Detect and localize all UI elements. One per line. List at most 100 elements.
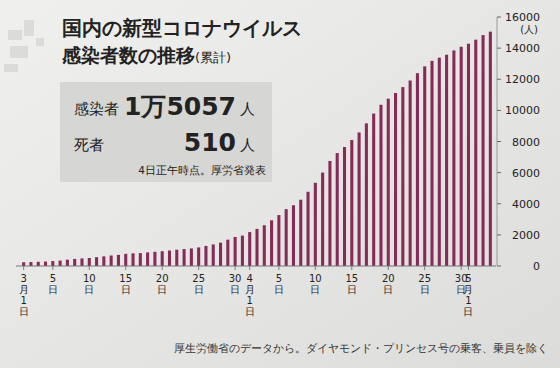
bar bbox=[124, 254, 127, 266]
x-tick-label-part: 月 bbox=[463, 284, 473, 295]
bar bbox=[226, 240, 229, 266]
x-tick bbox=[351, 266, 352, 270]
summary-box bbox=[60, 82, 272, 182]
deco-square bbox=[24, 20, 34, 36]
y-tick-label: 2000 bbox=[512, 229, 540, 242]
bar bbox=[445, 55, 448, 266]
bar bbox=[379, 105, 382, 266]
y-tick bbox=[497, 266, 501, 267]
y-tick-label: 14000 bbox=[505, 42, 540, 55]
x-tick-label-part: 4 bbox=[247, 273, 253, 284]
x-tick bbox=[461, 266, 462, 270]
title-note: (累計) bbox=[195, 50, 231, 65]
bar bbox=[270, 220, 273, 266]
bar bbox=[37, 262, 40, 266]
summary-value: 1万5057 bbox=[124, 92, 236, 121]
x-tick-label: 4月1日 bbox=[245, 273, 255, 317]
bar bbox=[183, 249, 186, 266]
deco-square bbox=[4, 64, 18, 72]
bar bbox=[438, 58, 441, 266]
bar bbox=[474, 40, 477, 266]
bar bbox=[299, 200, 302, 266]
x-tick-label-part: 日 bbox=[274, 284, 284, 295]
x-tick-label-part: 3 bbox=[20, 273, 26, 284]
bar bbox=[358, 132, 361, 266]
bar bbox=[285, 209, 288, 266]
x-tick-label-part: 日 bbox=[245, 306, 255, 317]
title: 国内の新型コロナウイルス bbox=[62, 16, 302, 40]
bar bbox=[110, 256, 113, 267]
bar bbox=[146, 252, 149, 266]
y-tick bbox=[497, 79, 501, 80]
x-tick-label-part: 5 bbox=[276, 273, 282, 284]
bar bbox=[314, 183, 317, 266]
y-tick-label: 16000 bbox=[505, 11, 540, 24]
bars bbox=[22, 32, 492, 266]
bar bbox=[102, 256, 105, 266]
y-tick bbox=[497, 141, 501, 142]
bar bbox=[190, 248, 193, 266]
x-tick-label-part: 日 bbox=[463, 306, 473, 317]
summary-unit: 人 bbox=[240, 100, 255, 118]
x-tick-label: 5月1日 bbox=[463, 273, 473, 317]
bar bbox=[51, 261, 54, 266]
y-tick bbox=[497, 234, 501, 235]
bar bbox=[248, 232, 251, 266]
x-tick bbox=[468, 266, 469, 270]
bar bbox=[22, 262, 25, 266]
bar bbox=[212, 244, 215, 266]
bar bbox=[409, 81, 412, 266]
source: 厚生労働省のデータから。ダイヤモンド・プリンセス号の乗客、乗員を除く bbox=[174, 342, 548, 355]
decoration bbox=[4, 20, 44, 72]
y-tick-label: 4000 bbox=[512, 198, 540, 211]
x-tick-label-part: 1 bbox=[247, 295, 253, 306]
background bbox=[0, 0, 560, 368]
x-tick bbox=[23, 266, 24, 270]
x-tick-label-part: 日 bbox=[347, 284, 357, 295]
y-tick bbox=[497, 172, 501, 173]
x-tick-label-part: 25 bbox=[192, 273, 205, 284]
bar bbox=[204, 246, 207, 266]
x-tick-label: 25日 bbox=[418, 273, 431, 295]
x-tick-label-part: 日 bbox=[19, 306, 29, 317]
x-tick bbox=[249, 266, 250, 270]
x-tick bbox=[278, 266, 279, 270]
bar bbox=[401, 87, 404, 266]
x-tick-label-part: 20 bbox=[382, 273, 395, 284]
y-tick-label: 6000 bbox=[512, 167, 540, 180]
x-tick-label-part: 日 bbox=[84, 284, 94, 295]
bar bbox=[467, 44, 470, 266]
bar bbox=[328, 161, 331, 266]
x-tick-label-part: 30 bbox=[229, 273, 242, 284]
y-tick bbox=[497, 17, 501, 18]
x-tick-label-part: 日 bbox=[310, 284, 320, 295]
bar bbox=[44, 262, 47, 266]
x-tick bbox=[235, 266, 236, 270]
x-tick bbox=[89, 266, 90, 270]
bar bbox=[255, 229, 258, 266]
x-tick bbox=[125, 266, 126, 270]
bar bbox=[430, 61, 433, 266]
bar bbox=[372, 114, 375, 266]
x-tick-label: 25日 bbox=[192, 273, 205, 295]
y-tick-label: 12000 bbox=[505, 73, 540, 86]
x-tick-label-part: 日 bbox=[420, 284, 430, 295]
bar bbox=[168, 251, 171, 267]
deco-square bbox=[8, 30, 22, 40]
x-tick-label: 20日 bbox=[156, 273, 169, 295]
x-tick-label-part: 月 bbox=[19, 284, 29, 295]
bar bbox=[175, 250, 178, 266]
x-tick-label-part: 日 bbox=[383, 284, 393, 295]
x-tick-label-part: 日 bbox=[157, 284, 167, 295]
bar bbox=[307, 192, 310, 266]
bar bbox=[219, 243, 222, 266]
bar bbox=[350, 140, 353, 266]
summary-note: 4日正午時点。厚労省発表 bbox=[138, 164, 266, 176]
x-tick-label: 10日 bbox=[309, 273, 322, 295]
bar bbox=[365, 123, 368, 266]
x-tick-label-part: 1 bbox=[20, 295, 26, 306]
x-tick bbox=[388, 266, 389, 270]
x-tick-label-part: 10 bbox=[309, 273, 322, 284]
x-tick-label-part: 15 bbox=[119, 273, 132, 284]
x-tick-label-part: 日 bbox=[194, 284, 204, 295]
